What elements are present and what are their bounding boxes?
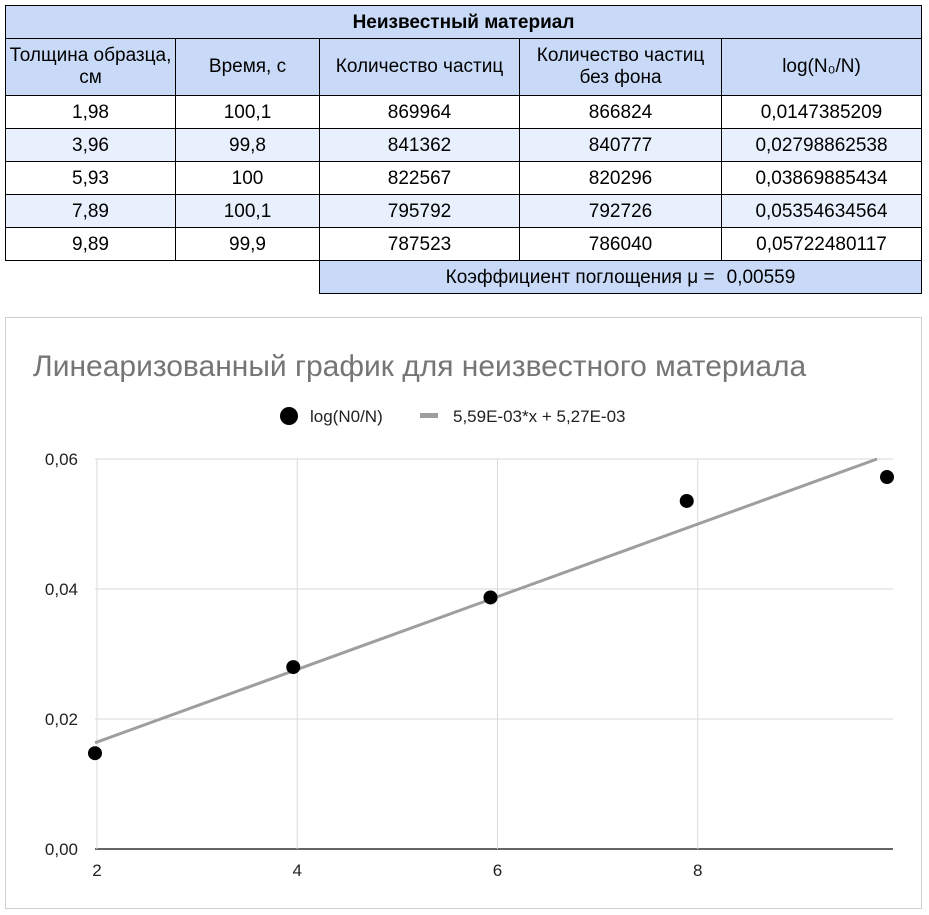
cell-time: 100,1 — [175, 95, 320, 129]
legend-label-trendline: 5,59E-03*x + 5,27E-03 — [453, 407, 625, 426]
grid: 0,00 0,02 0,04 0,06 2 4 6 8 — [45, 450, 893, 880]
cell-count-no-bg: 840777 — [519, 128, 722, 162]
legend-label-points: log(N0/N) — [310, 407, 383, 426]
cell-count: 795792 — [319, 194, 520, 228]
cell-log: 0,03869885434 — [721, 161, 922, 195]
cell-thickness: 1,98 — [5, 95, 176, 129]
cell-count: 787523 — [319, 227, 520, 261]
y-tick-label: 0,02 — [45, 710, 78, 729]
chart-panel: Линеаризованный график для неизвестного … — [5, 317, 922, 909]
coefficient-cell: Коэффициент поглощения μ = 0,00559 — [319, 260, 922, 294]
table-title: Неизвестный материал — [5, 5, 922, 39]
header-time: Время, с — [175, 38, 320, 96]
data-point — [879, 470, 894, 485]
legend: log(N0/N) 5,59E-03*x + 5,27E-03 — [280, 407, 625, 426]
x-tick-label: 6 — [493, 861, 502, 880]
header-count-no-bg: Количество частиц без фона — [519, 38, 722, 96]
data-point — [679, 493, 694, 508]
coefficient-value: 0,00559 — [726, 266, 796, 288]
x-tick-label: 4 — [293, 861, 302, 880]
table-row: 5,93 100 822567 820296 0,03869885434 — [5, 161, 922, 195]
data-table: Неизвестный материал Толщина образца, см… — [5, 5, 922, 294]
cell-count-no-bg: 866824 — [519, 95, 722, 129]
cell-time: 100 — [175, 161, 320, 195]
cell-thickness: 5,93 — [5, 161, 176, 195]
legend-marker-trendline — [420, 413, 438, 418]
cell-time: 100,1 — [175, 194, 320, 228]
cell-count: 822567 — [319, 161, 520, 195]
coefficient-row: Коэффициент поглощения μ = 0,00559 — [5, 260, 922, 294]
cell-time: 99,8 — [175, 128, 320, 162]
header-count: Количество частиц — [319, 38, 520, 96]
scatter-chart: Линеаризованный график для неизвестного … — [33, 350, 894, 880]
plot-area — [88, 457, 894, 761]
table-row: 7,89 100,1 795792 792726 0,05354634564 — [5, 194, 922, 228]
legend-marker-points — [280, 407, 298, 425]
cell-log: 0,0147385209 — [721, 95, 922, 129]
table-row: 1,98 100,1 869964 866824 0,0147385209 — [5, 95, 922, 129]
cell-log: 0,05722480117 — [721, 227, 922, 261]
chart-title: Линеаризованный график для неизвестного … — [33, 350, 807, 383]
header-thickness: Толщина образца, см — [5, 38, 176, 96]
header-log: log(N₀/N) — [721, 38, 922, 96]
data-point — [88, 746, 102, 761]
cell-count-no-bg: 820296 — [519, 161, 722, 195]
cell-log: 0,02798862538 — [721, 128, 922, 162]
cell-time: 99,9 — [175, 227, 320, 261]
y-tick-label: 0,06 — [45, 450, 78, 469]
table-row: 3,96 99,8 841362 840777 0,02798862538 — [5, 128, 922, 162]
cell-count: 869964 — [319, 95, 520, 129]
data-point — [286, 660, 301, 675]
x-tick-label: 8 — [693, 861, 702, 880]
cell-thickness: 9,89 — [5, 227, 176, 261]
data-point — [483, 590, 498, 605]
y-tick-label: 0,00 — [45, 840, 78, 859]
cell-thickness: 7,89 — [5, 194, 176, 228]
cell-thickness: 3,96 — [5, 128, 176, 162]
cell-log: 0,05354634564 — [721, 194, 922, 228]
empty-cell — [5, 260, 320, 294]
cell-count-no-bg: 786040 — [519, 227, 722, 261]
y-tick-label: 0,04 — [45, 580, 78, 599]
table-row: 9,89 99,9 787523 786040 0,05722480117 — [5, 227, 922, 261]
cell-count-no-bg: 792726 — [519, 194, 722, 228]
coefficient-label: Коэффициент поглощения μ = — [445, 266, 715, 288]
cell-count: 841362 — [319, 128, 520, 162]
x-tick-label: 2 — [92, 861, 101, 880]
